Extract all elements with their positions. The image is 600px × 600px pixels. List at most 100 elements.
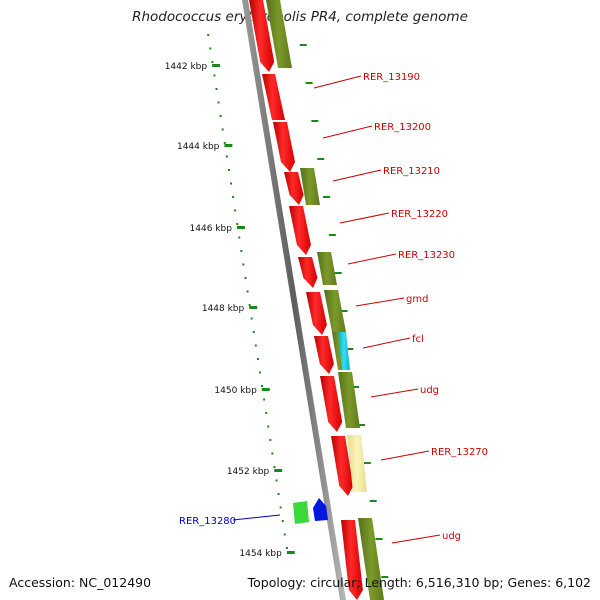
- small-blue-gene[interactable]: [313, 498, 328, 521]
- outer-tick: [328, 234, 336, 236]
- gene-label[interactable]: RER_13270: [431, 447, 488, 458]
- genome-backbone: [242, 0, 346, 600]
- forward-gene-arrow[interactable]: [306, 292, 327, 335]
- scale-dot: [256, 358, 259, 360]
- gene-label[interactable]: RER_13220: [391, 209, 448, 220]
- outer-tick: [363, 462, 371, 464]
- gene-label[interactable]: RER_13190: [363, 72, 420, 83]
- highlight-gene-block[interactable]: [338, 332, 350, 370]
- reverse-gene-block[interactable]: [338, 372, 360, 428]
- scale-dot: [223, 142, 226, 144]
- accession-text: Accession: NC_012490: [9, 575, 152, 590]
- gene-label[interactable]: fcl: [412, 334, 424, 345]
- forward-gene-arrow[interactable]: [298, 257, 318, 288]
- tick-label: 1454 kbp: [239, 549, 282, 559]
- major-tick: [224, 144, 233, 147]
- label-leader-line: [370, 388, 419, 398]
- major-tick: [261, 388, 270, 391]
- scale-dot: [248, 304, 251, 306]
- gene-label[interactable]: RER_13210: [383, 166, 440, 177]
- gene-label[interactable]: RER_13280: [179, 516, 236, 527]
- label-leader-line: [391, 534, 441, 544]
- scale-dot: [207, 34, 210, 36]
- forward-gene-arrow[interactable]: [331, 436, 354, 496]
- major-tick: [212, 64, 221, 67]
- gene-label[interactable]: gmd: [406, 294, 428, 305]
- tick-label: 1444 kbp: [177, 142, 220, 152]
- label-leader-line: [322, 125, 373, 139]
- forward-gene-arrow[interactable]: [262, 74, 285, 120]
- scale-dot: [263, 398, 266, 401]
- tick-label: 1450 kbp: [214, 386, 257, 396]
- outer-tick: [334, 272, 342, 274]
- label-leader-line: [355, 297, 405, 307]
- scale-dot: [221, 128, 224, 131]
- major-tick: [274, 469, 283, 472]
- scale-dot: [273, 466, 276, 468]
- scale-dot: [246, 290, 249, 293]
- reverse-gene-block[interactable]: [266, 0, 292, 68]
- scale-dot: [234, 209, 237, 212]
- tick-label: 1442 kbp: [165, 62, 208, 72]
- scale-dot: [244, 277, 247, 279]
- outer-tick: [299, 44, 307, 46]
- map-title: Rhodococcus erythropolis PR4, complete g…: [132, 9, 468, 25]
- label-leader-line: [339, 212, 390, 224]
- forward-gene-arrow[interactable]: [289, 206, 311, 255]
- outer-tick: [358, 424, 366, 426]
- reverse-gene-block[interactable]: [358, 518, 384, 600]
- gene-label[interactable]: udg: [442, 531, 461, 542]
- label-leader-line: [362, 337, 411, 349]
- forward-gene-arrow[interactable]: [314, 336, 334, 374]
- outer-tick: [340, 310, 348, 312]
- scale-dot: [281, 520, 284, 522]
- outer-tick: [346, 348, 354, 350]
- scale-dot: [269, 439, 272, 441]
- scale-dot: [225, 155, 228, 158]
- forward-gene-arrow[interactable]: [320, 376, 343, 432]
- scale-dot: [215, 88, 218, 90]
- scale-dot: [271, 452, 274, 455]
- scale-dot: [229, 182, 232, 185]
- label-leader-line: [332, 169, 382, 182]
- outer-tick: [317, 158, 325, 160]
- small-green-gene[interactable]: [293, 501, 309, 524]
- gene-label[interactable]: RER_13200: [374, 122, 431, 133]
- scale-dot: [217, 101, 220, 104]
- label-leader-line: [232, 514, 281, 521]
- gene-label[interactable]: udg: [420, 385, 439, 396]
- outer-tick: [381, 576, 389, 578]
- gene-track: [242, 0, 384, 600]
- outer-tick: [305, 82, 313, 84]
- outer-tick: [323, 196, 331, 198]
- scale-dot: [227, 169, 230, 171]
- scale-dot: [250, 317, 253, 320]
- forward-gene-arrow[interactable]: [284, 172, 304, 205]
- scale-dot: [236, 223, 239, 225]
- forward-gene-arrow[interactable]: [249, 0, 275, 72]
- reverse-gene-block[interactable]: [324, 290, 346, 332]
- reverse-gene-block[interactable]: [300, 168, 320, 205]
- scale-ticks: 1442 kbp 1444 kbp 1446 kbp 1448 kbp 1450 kbp…: [165, 34, 389, 578]
- scale-dot: [267, 425, 270, 428]
- forward-gene-arrow[interactable]: [273, 122, 295, 172]
- genome-summary-text: Topology: circular; Length: 6,516,310 bp…: [247, 575, 591, 590]
- outer-tick: [352, 386, 360, 388]
- label-leader-line: [313, 75, 362, 89]
- tick-label: 1448 kbp: [202, 304, 245, 314]
- pale-gene-block[interactable]: [347, 435, 367, 492]
- scale-dot: [238, 236, 241, 239]
- reverse-gene-block[interactable]: [317, 252, 337, 285]
- scale-dot: [265, 412, 268, 414]
- scale-dot: [252, 331, 255, 333]
- scale-dot: [232, 196, 235, 198]
- forward-gene-arrow[interactable]: [341, 520, 363, 600]
- gene-label[interactable]: RER_13230: [398, 250, 455, 261]
- outer-tick: [311, 120, 319, 122]
- scale-dot: [279, 506, 282, 509]
- gene-labels: RER_13190 RER_13200 RER_13210 RER_13220 RER_…: [179, 72, 488, 544]
- label-leader-line: [347, 253, 397, 265]
- scale-dot: [211, 61, 214, 63]
- scale-dot: [261, 385, 264, 387]
